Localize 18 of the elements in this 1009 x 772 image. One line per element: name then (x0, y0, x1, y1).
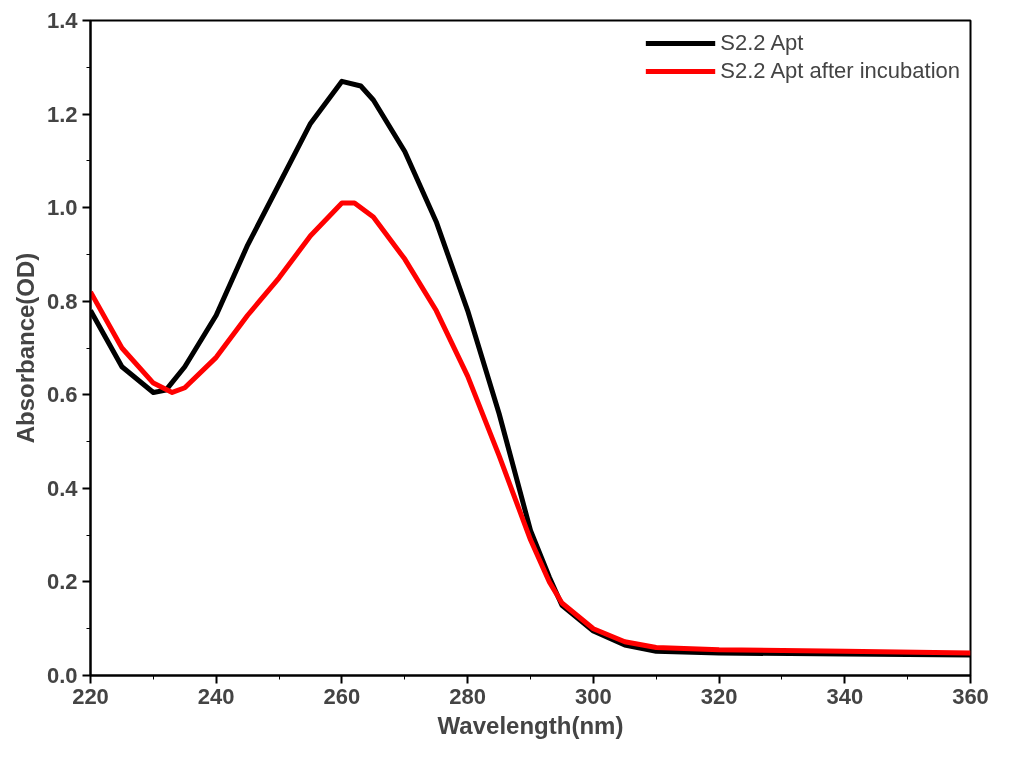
x-tick-label: 340 (826, 683, 864, 709)
y-tick-label: 1.2 (46, 101, 78, 127)
x-tick-label: 360 (952, 683, 989, 709)
legend-label: S2.2 Apt (720, 30, 804, 56)
y-axis-title: Absorbance(OD) (11, 252, 39, 444)
x-tick-label: 300 (575, 683, 612, 709)
y-tick-label: 0.2 (46, 569, 78, 595)
y-tick-label: 0.6 (46, 382, 78, 408)
x-tick-label: 320 (700, 683, 738, 709)
y-tick-label: 0.8 (46, 288, 78, 314)
x-tick-label: 280 (449, 683, 487, 709)
y-tick-label: 1.4 (46, 8, 79, 33)
x-tick-label: 260 (323, 683, 361, 709)
y-tick-label: 0.4 (46, 475, 79, 501)
x-tick-label: 240 (197, 683, 235, 709)
legend-label: S2.2 Apt after incubation (720, 58, 960, 84)
y-tick-label: 1.0 (46, 195, 78, 221)
x-axis-title: Wavelength(nm) (437, 711, 624, 739)
